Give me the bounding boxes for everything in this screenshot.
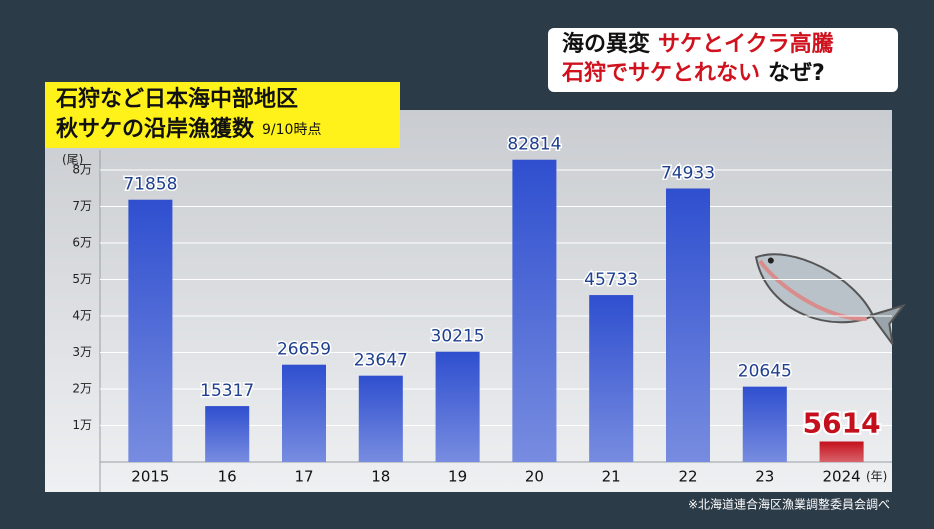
x-axis-label: (年)	[866, 470, 887, 484]
headline-part: 海の異変	[562, 31, 650, 57]
data-label: 30215	[431, 327, 485, 347]
chart-title-part: 秋サケの沿岸漁獲数	[56, 116, 255, 142]
x-tick-label: 21	[602, 468, 621, 486]
bar-sheen	[282, 364, 326, 462]
y-tick-label: 6万	[72, 236, 92, 250]
data-label: 74933	[661, 163, 715, 183]
bar-sheen	[128, 199, 173, 462]
bar-sheen	[358, 375, 403, 462]
chart-title: 石狩など日本海中部地区	[55, 86, 298, 112]
y-tick-label: 3万	[72, 345, 92, 359]
headline-part: なぜ?	[768, 61, 825, 86]
headline-part: 石狩でサケとれない	[561, 60, 760, 86]
data-label: 23647	[354, 351, 408, 371]
bar-sheen	[666, 188, 710, 462]
bar-sheen	[205, 406, 250, 462]
x-tick-label: 17	[294, 468, 313, 486]
y-tick-label: 1万	[72, 418, 92, 432]
data-label: 5614	[803, 407, 881, 440]
data-label: 45733	[584, 270, 638, 290]
bar-sheen	[819, 441, 864, 462]
y-tick-label: 8万	[72, 163, 92, 177]
x-tick-label: 2024	[823, 468, 861, 486]
x-tick-label: 23	[755, 468, 774, 486]
headline: 石狩でサケとれない なぜ?	[561, 60, 825, 86]
source-note: ※北海道連合海区漁業調整委員会調べ	[688, 497, 890, 512]
bar-sheen	[435, 351, 480, 462]
headline-part: サケとイクラ高騰	[658, 31, 834, 57]
title-box	[45, 82, 400, 148]
x-tick-label: 2015	[131, 468, 169, 486]
y-axis-label: (尾)	[62, 153, 83, 167]
x-tick-label: 16	[218, 468, 237, 486]
bar-sheen	[589, 295, 634, 462]
bar-sheen	[512, 159, 557, 463]
data-label: 71858	[123, 175, 177, 195]
x-tick-label: 22	[678, 468, 697, 486]
bar-sheen	[742, 386, 787, 462]
chart-title: 秋サケの沿岸漁獲数 9/10時点	[56, 116, 321, 142]
x-tick-label: 18	[371, 468, 390, 486]
chart-subtitle: 9/10時点	[262, 122, 321, 138]
x-tick-label: 19	[448, 468, 467, 486]
y-tick-label: 4万	[72, 309, 92, 323]
headline-box	[548, 28, 898, 92]
data-label: 15317	[200, 381, 254, 401]
y-tick-label: 7万	[72, 199, 92, 213]
x-tick-label: 20	[525, 468, 544, 486]
data-label: 82814	[507, 135, 561, 155]
data-label: 20645	[738, 362, 792, 382]
y-tick-label: 2万	[72, 382, 92, 396]
y-tick-label: 5万	[72, 272, 92, 286]
headline: 海の異変 サケとイクラ高騰	[562, 31, 834, 57]
data-label: 26659	[277, 340, 331, 360]
